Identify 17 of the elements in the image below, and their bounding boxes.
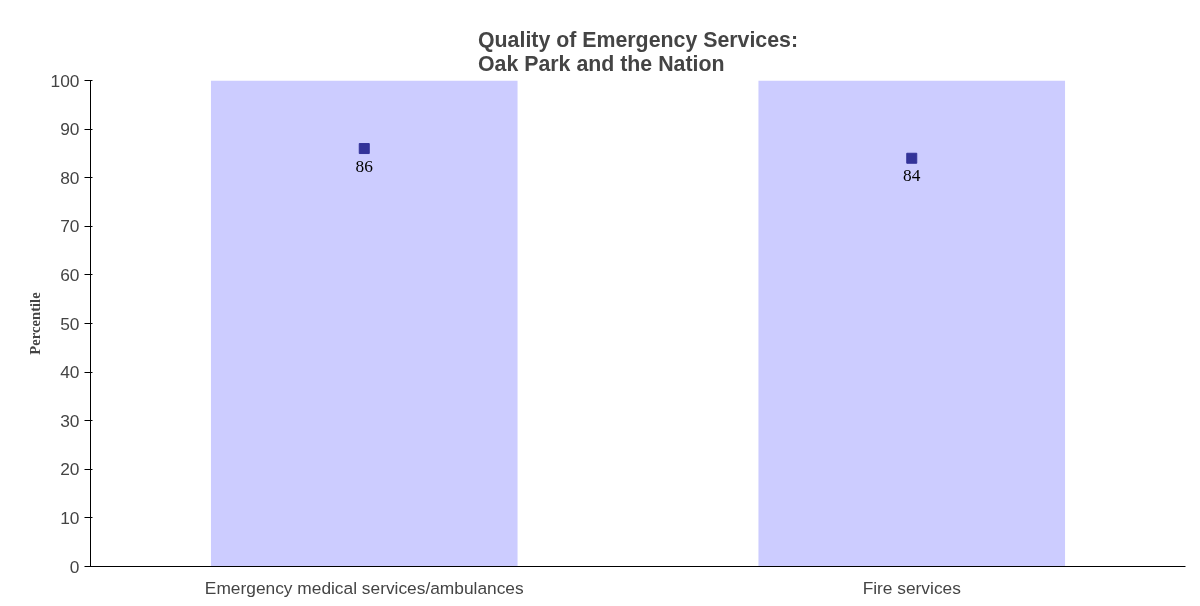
y-tick-label: 10 <box>60 507 80 528</box>
x-tick-label: Emergency medical services/ambulances <box>204 577 524 598</box>
y-tick-label: 80 <box>60 167 80 188</box>
data-label: 84 <box>903 166 921 186</box>
y-tick-label: 100 <box>50 70 80 91</box>
y-tick-label: 90 <box>60 119 80 140</box>
data-label: 86 <box>355 156 374 176</box>
y-tick-label: 50 <box>60 313 80 334</box>
chart-title: Quality of Emergency Services: Oak Park and the Nation <box>477 27 799 76</box>
y-axis-title: Percentile <box>26 291 43 355</box>
y-tick-label: 20 <box>60 459 80 480</box>
y-tick-label: 40 <box>60 362 80 383</box>
x-tick-label: Fire services <box>862 577 962 598</box>
y-tick-label: 0 <box>69 556 80 577</box>
y-tick-label: 30 <box>60 410 80 431</box>
y-tick-label: 70 <box>60 216 80 237</box>
y-tick-label: 60 <box>60 264 80 285</box>
